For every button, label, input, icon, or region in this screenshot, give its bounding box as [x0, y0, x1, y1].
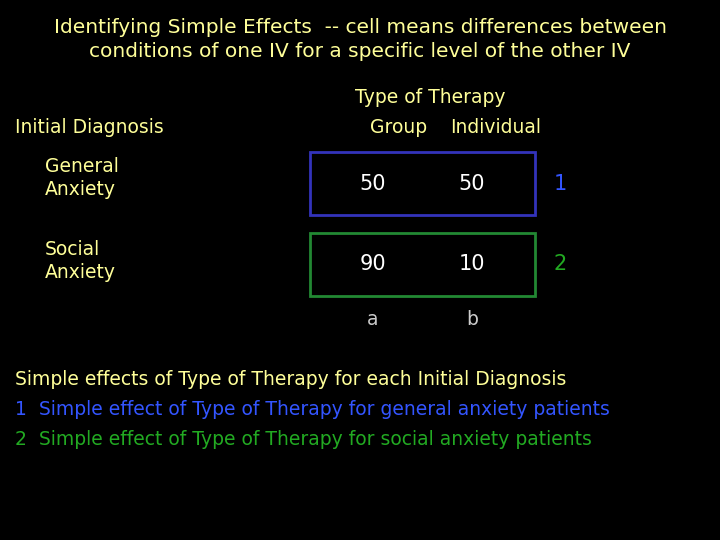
Text: Simple effects of Type of Therapy for each Initial Diagnosis: Simple effects of Type of Therapy for ea… — [15, 370, 567, 389]
Text: 90: 90 — [360, 254, 387, 274]
Text: conditions of one IV for a specific level of the other IV: conditions of one IV for a specific leve… — [89, 42, 631, 61]
Text: Anxiety: Anxiety — [45, 263, 116, 282]
Text: 1  Simple effect of Type of Therapy for general anxiety patients: 1 Simple effect of Type of Therapy for g… — [15, 400, 610, 419]
Text: Anxiety: Anxiety — [45, 180, 116, 199]
Text: Group: Group — [370, 118, 427, 137]
Text: Type of Therapy: Type of Therapy — [355, 88, 505, 107]
Text: Identifying Simple Effects  -- cell means differences between: Identifying Simple Effects -- cell means… — [53, 18, 667, 37]
Text: 10: 10 — [459, 254, 485, 274]
Bar — [310, 152, 535, 215]
Text: Initial Diagnosis: Initial Diagnosis — [15, 118, 163, 137]
Bar — [310, 233, 535, 296]
Text: General: General — [45, 157, 119, 176]
Text: 2: 2 — [554, 254, 567, 274]
Text: Social: Social — [45, 240, 100, 259]
Text: 50: 50 — [360, 173, 386, 193]
Text: 50: 50 — [459, 173, 485, 193]
Text: Individual: Individual — [450, 118, 541, 137]
Text: 2  Simple effect of Type of Therapy for social anxiety patients: 2 Simple effect of Type of Therapy for s… — [15, 430, 592, 449]
Text: 1: 1 — [554, 173, 567, 193]
Text: b: b — [466, 310, 478, 329]
Text: a: a — [367, 310, 379, 329]
